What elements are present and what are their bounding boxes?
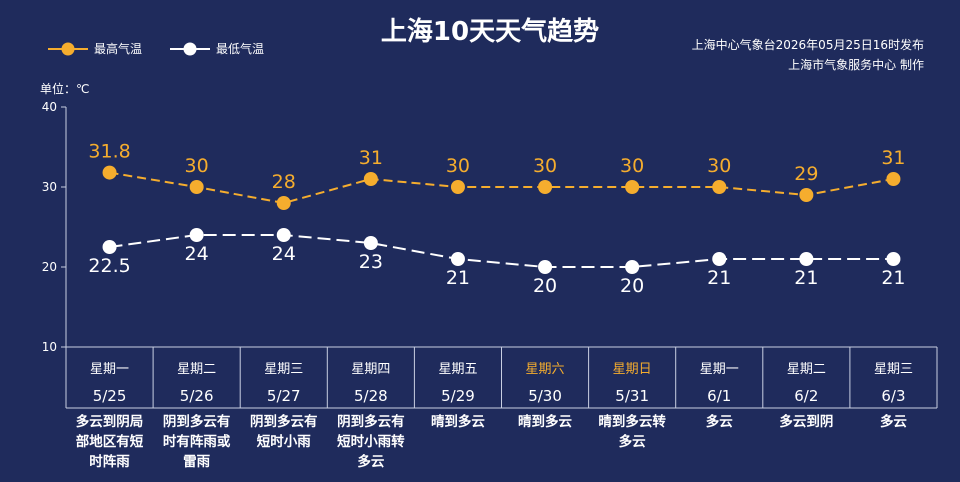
- date-label: 5/28: [354, 387, 388, 405]
- unit-label: 单位：℃: [40, 81, 89, 96]
- date-label: 5/31: [615, 387, 649, 405]
- weather-condition: 短时小雨转: [337, 433, 405, 450]
- weather-condition: 阴到多云有: [163, 413, 231, 430]
- date-label: 5/30: [528, 387, 562, 405]
- weather-condition: 多云: [619, 433, 647, 450]
- y-tick-label: 30: [42, 180, 57, 194]
- weather-condition: 时有阵雨或: [163, 433, 231, 450]
- legend-marker: [61, 42, 75, 56]
- series-layer: 31.8 30 28 31 30 30 30 30 29 31 22.5 24 24 23 21 20 20 21…: [88, 141, 905, 297]
- weekday-label: 星期五: [438, 362, 477, 377]
- legend-marker: [183, 42, 197, 56]
- date-label: 6/1: [707, 387, 731, 405]
- high-temp-label: 29: [794, 163, 818, 185]
- high-temp-point: [538, 180, 553, 194]
- weekday-label: 星期三: [264, 362, 303, 377]
- weekday-label: 星期四: [351, 362, 390, 377]
- high-temp-label: 30: [533, 155, 557, 177]
- weather-condition: 晴到多云转: [598, 413, 666, 430]
- high-temp-line: [109, 171, 894, 205]
- weather-condition: 晴到多云: [431, 413, 485, 430]
- y-tick-label: 40: [42, 100, 57, 114]
- chart-grid: 10 20 30 40: [42, 100, 67, 354]
- low-temp-point: [625, 260, 640, 274]
- weekday-label: 星期二: [177, 362, 216, 377]
- high-temp-label: 30: [185, 155, 209, 177]
- weekday-label: 星期一: [90, 362, 129, 377]
- date-label: 5/29: [441, 387, 475, 405]
- high-temp-label: 30: [620, 155, 644, 177]
- date-label: 5/25: [93, 387, 127, 405]
- weather-condition: 晴到多云: [518, 413, 572, 430]
- source-line-1: 上海中心气象台2026年05月25日16时发布: [692, 37, 924, 52]
- weather-condition: 多云: [880, 413, 907, 430]
- weekday-label: 星期三: [874, 362, 913, 377]
- source-line-2: 上海市气象服务中心 制作: [788, 57, 924, 72]
- high-temp-label: 28: [272, 171, 296, 193]
- low-temp-point: [102, 240, 117, 254]
- weather-condition: 多云: [357, 453, 384, 470]
- weekday-label: 星期一: [700, 362, 739, 377]
- low-temp-point: [538, 260, 553, 274]
- high-temp-label: 31: [359, 147, 383, 169]
- weather-condition: 雷雨: [183, 453, 210, 470]
- low-temp-point: [886, 252, 901, 266]
- date-label: 5/27: [267, 387, 301, 405]
- weekday-label: 星期六: [526, 362, 565, 377]
- low-temp-label: 24: [185, 243, 209, 265]
- low-temp-label: 22.5: [88, 255, 130, 277]
- low-temp-point: [799, 252, 814, 266]
- high-temp-point: [886, 172, 901, 186]
- weekday-label: 星期日: [613, 362, 652, 377]
- low-temp-line: [109, 234, 894, 268]
- low-temp-label: 24: [272, 243, 296, 265]
- weather-condition: 多云到阴: [779, 413, 833, 430]
- high-temp-point: [102, 165, 117, 180]
- legend-label: 最低气温: [216, 41, 264, 56]
- low-temp-point: [189, 228, 204, 242]
- date-label: 6/3: [881, 387, 905, 405]
- chart-title: 上海10天天气趋势: [381, 16, 599, 47]
- high-temp-label: 31.8: [88, 141, 130, 163]
- low-temp-label: 20: [533, 275, 557, 297]
- high-temp-label: 30: [446, 155, 470, 177]
- weather-condition: 多云: [706, 413, 734, 430]
- low-temp-label: 20: [620, 275, 644, 297]
- high-temp-label: 30: [707, 155, 731, 177]
- low-temp-point: [450, 252, 465, 266]
- low-temp-label: 21: [707, 267, 731, 289]
- date-label: 6/2: [794, 387, 818, 405]
- weekday-label: 星期二: [787, 362, 826, 377]
- high-temp-point: [363, 172, 378, 186]
- high-temp-point: [712, 180, 727, 194]
- legend-label: 最高气温: [94, 41, 142, 56]
- weather-condition: 部地区有短: [76, 433, 144, 450]
- high-temp-label: 31: [881, 147, 905, 169]
- low-temp-label: 21: [794, 267, 818, 289]
- date-label: 5/26: [180, 387, 214, 405]
- low-temp-label: 21: [446, 267, 470, 289]
- low-temp-point: [712, 252, 727, 266]
- low-temp-point: [276, 228, 291, 242]
- low-temp-point: [363, 236, 378, 250]
- weather-condition: 多云到阴局: [76, 413, 144, 430]
- low-temp-label: 21: [881, 267, 905, 289]
- high-temp-point: [625, 180, 640, 194]
- weather-condition: 短时小雨: [257, 433, 311, 450]
- weather-condition: 阴到多云有: [337, 413, 405, 430]
- weather-condition: 阴到多云有: [250, 413, 318, 430]
- y-tick-label: 20: [42, 260, 57, 274]
- high-temp-point: [799, 188, 814, 202]
- y-tick-label: 10: [42, 340, 57, 354]
- high-temp-point: [450, 180, 465, 194]
- weather-condition: 时阵雨: [89, 453, 130, 470]
- low-temp-label: 23: [359, 251, 383, 273]
- high-temp-point: [276, 196, 291, 210]
- legend: 最高气温 最低气温: [48, 41, 264, 56]
- high-temp-point: [189, 180, 204, 194]
